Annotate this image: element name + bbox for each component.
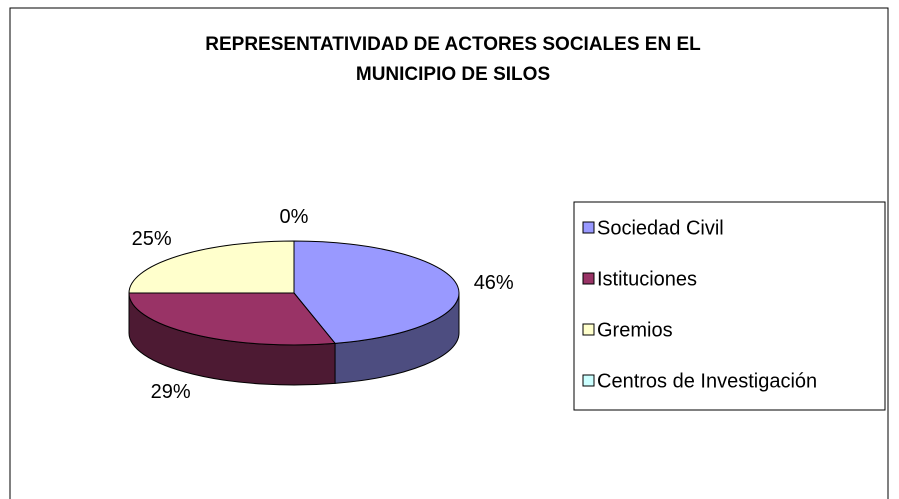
- slice: [128, 240, 295, 294]
- chart-title: REPRESENTATIVIDAD DE ACTORES SOCIALES EN…: [205, 34, 701, 85]
- legend-label: Istituciones: [597, 268, 697, 290]
- legend-label: Gremios: [597, 319, 673, 341]
- data-label: 25%: [132, 228, 172, 250]
- data-label: 46%: [474, 272, 514, 294]
- legend-swatch: [582, 323, 595, 336]
- legend-label: Centros de Investigación: [597, 370, 817, 392]
- legend-swatch: [582, 272, 595, 285]
- data-label: 29%: [151, 381, 191, 403]
- legend-swatch: [582, 374, 595, 387]
- slice: [128, 292, 337, 346]
- data-label: 0%: [280, 206, 309, 228]
- legend-swatch: [582, 221, 595, 234]
- slice: [293, 240, 460, 344]
- legend-label: Sociedad Civil: [597, 217, 724, 239]
- legend-box: [573, 201, 886, 411]
